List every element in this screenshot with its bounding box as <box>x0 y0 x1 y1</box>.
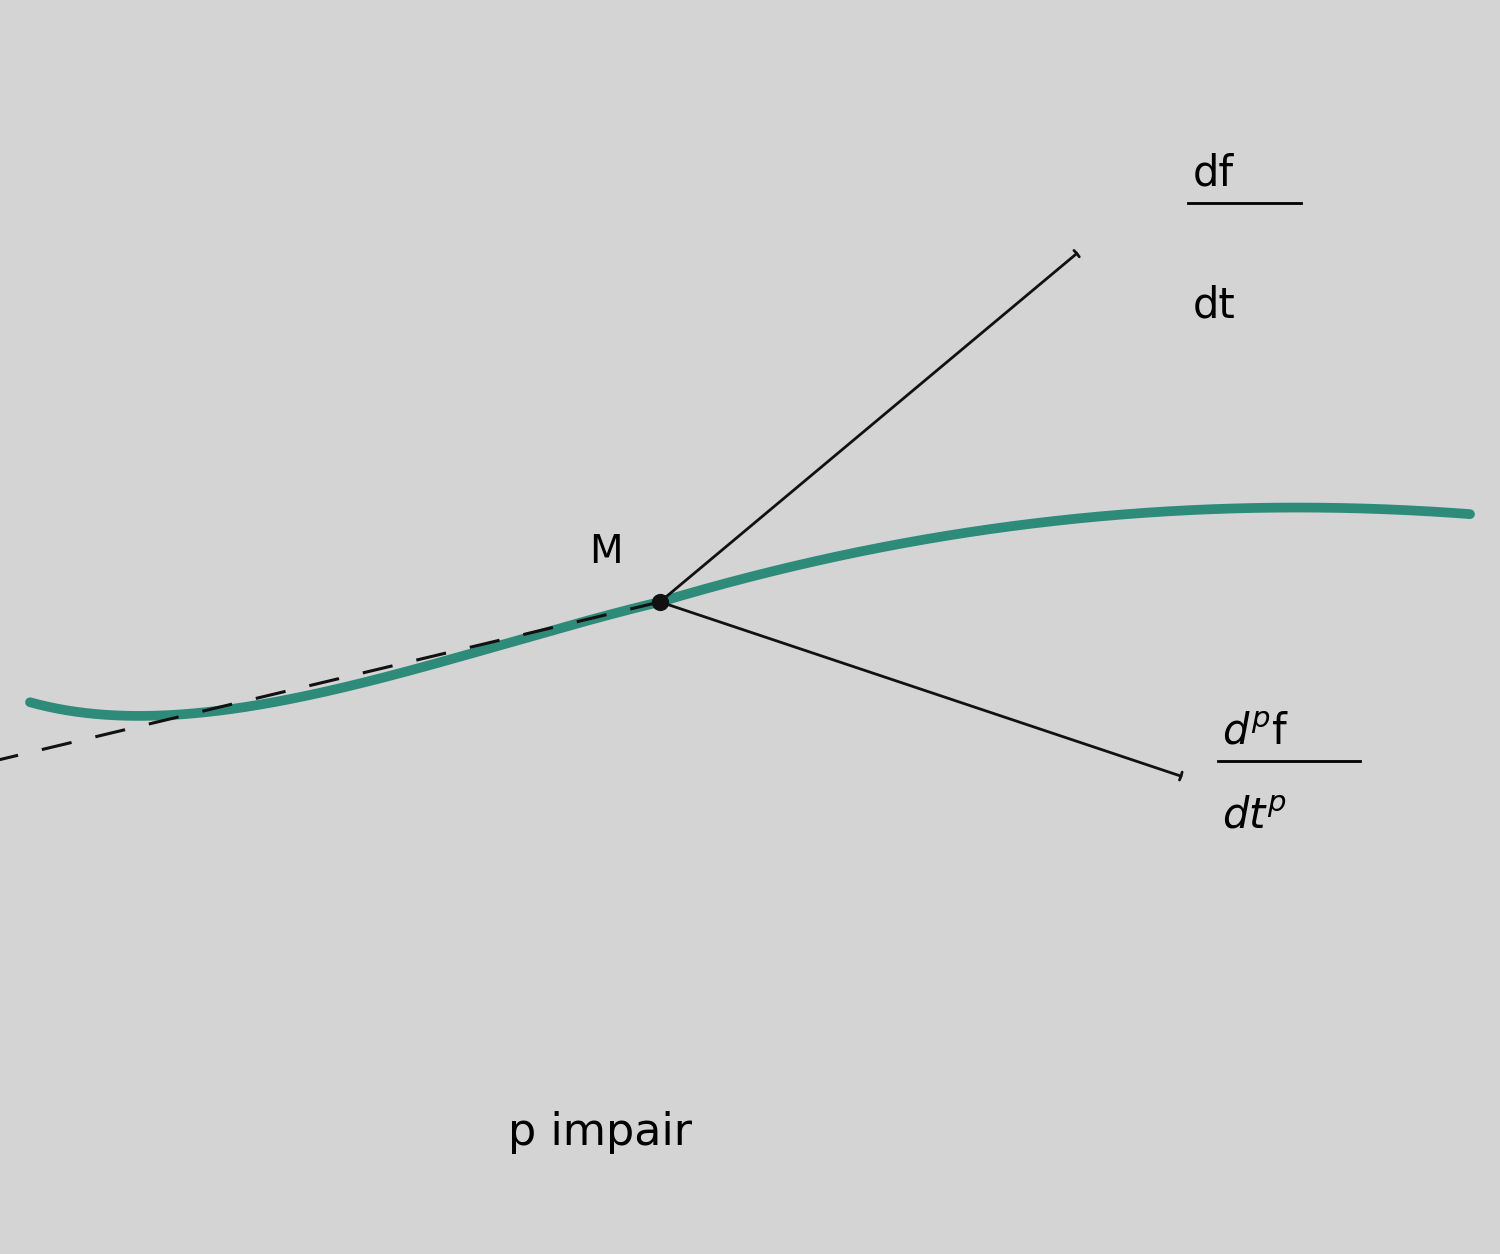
Text: dt: dt <box>1192 285 1236 326</box>
Text: $d^p$f: $d^p$f <box>1222 711 1290 752</box>
Text: p impair: p impair <box>509 1111 692 1154</box>
Point <box>648 592 672 612</box>
Text: df: df <box>1192 153 1233 194</box>
Text: M: M <box>590 533 622 571</box>
Text: $dt^p$: $dt^p$ <box>1222 795 1287 836</box>
